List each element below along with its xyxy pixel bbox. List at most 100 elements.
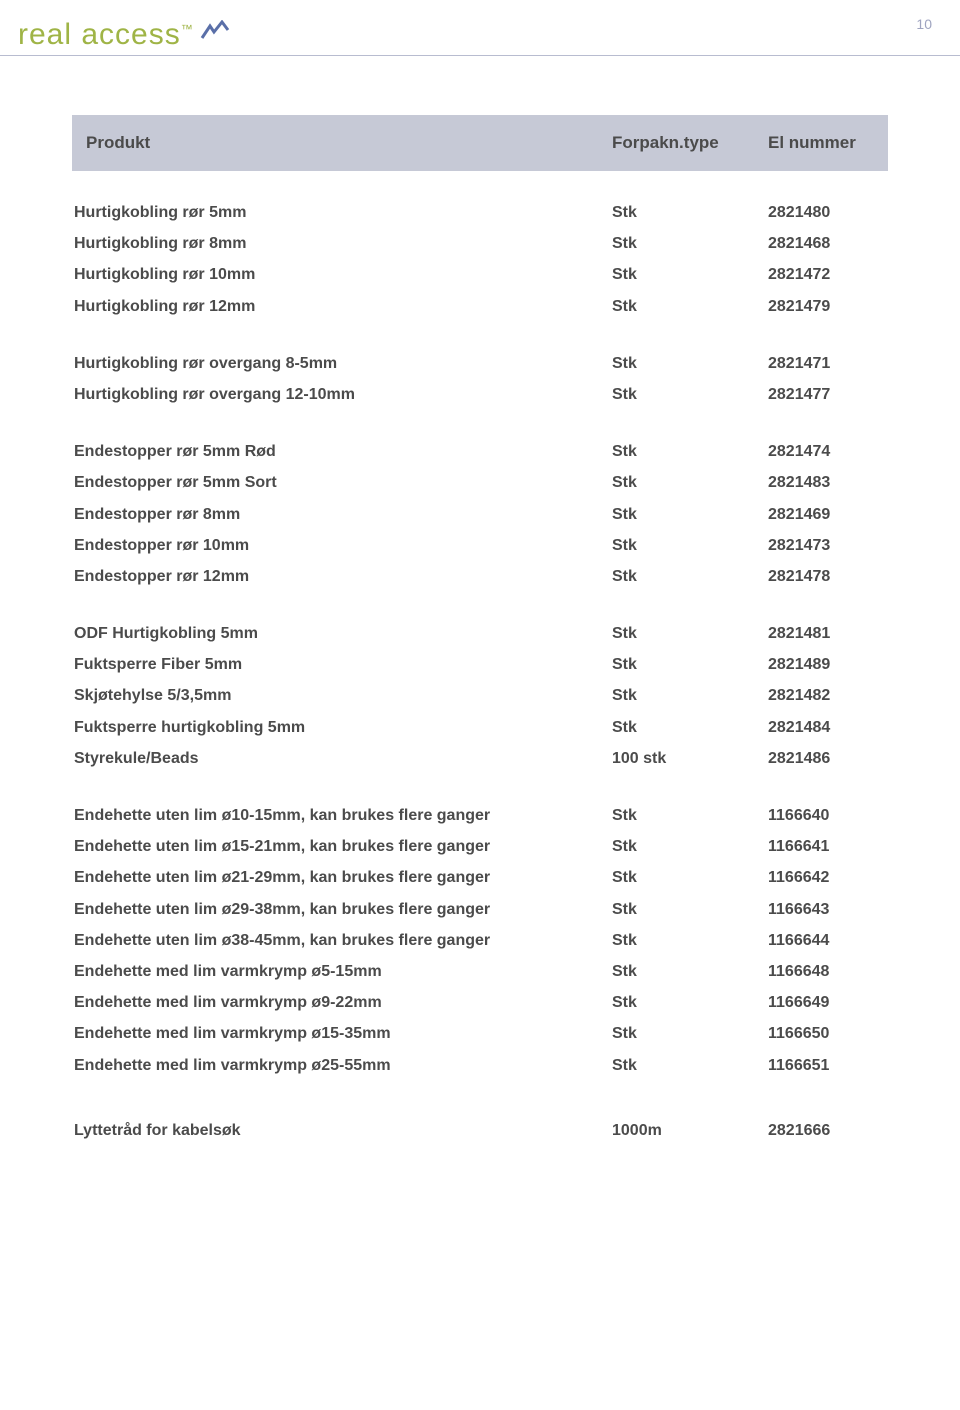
cell-number: 1166648: [768, 956, 888, 987]
section: ODF Hurtigkobling 5mmStk2821481Fuktsperr…: [72, 618, 888, 774]
cell-product: Hurtigkobling rør overgang 8-5mm: [72, 348, 612, 379]
logo-word: real access: [18, 18, 181, 51]
table-row: Fuktsperre hurtigkobling 5mmStk2821484: [72, 712, 888, 743]
cell-product: Endestopper rør 5mm Rød: [72, 436, 612, 467]
cell-type: Stk: [612, 530, 768, 561]
table-row: Hurtigkobling rør overgang 12-10mmStk282…: [72, 379, 888, 410]
cell-product: Hurtigkobling rør 8mm: [72, 228, 612, 259]
cell-number: 2821486: [768, 743, 888, 774]
table-row: Endehette uten lim ø21-29mm, kan brukes …: [72, 862, 888, 893]
header-produkt: Produkt: [72, 133, 612, 153]
cell-product: Endestopper rør 8mm: [72, 499, 612, 530]
cell-type: Stk: [612, 925, 768, 956]
table-row: Endestopper rør 12mmStk2821478: [72, 561, 888, 592]
cell-type: 100 stk: [612, 743, 768, 774]
cell-number: 2821484: [768, 712, 888, 743]
cell-number: 2821481: [768, 618, 888, 649]
cell-type: Stk: [612, 291, 768, 322]
table-row: Endestopper rør 5mm SortStk2821483: [72, 467, 888, 498]
table-row: Skjøtehylse 5/3,5mmStk2821482: [72, 680, 888, 711]
logo-tm: ™: [181, 22, 194, 36]
cell-product: Endestopper rør 10mm: [72, 530, 612, 561]
table-row: Endehette uten lim ø15-21mm, kan brukes …: [72, 831, 888, 862]
cell-product: Endehette med lim varmkrymp ø25-55mm: [72, 1050, 612, 1081]
cell-product: Styrekule/Beads: [72, 743, 612, 774]
cell-type: Stk: [612, 680, 768, 711]
cell-type: Stk: [612, 1050, 768, 1081]
table-row: Endehette med lim varmkrymp ø15-35mmStk1…: [72, 1018, 888, 1049]
section: Hurtigkobling rør 5mmStk2821480Hurtigkob…: [72, 197, 888, 322]
cell-product: Endehette med lim varmkrymp ø15-35mm: [72, 1018, 612, 1049]
cell-product: Endehette uten lim ø10-15mm, kan brukes …: [72, 800, 612, 831]
section: Hurtigkobling rør overgang 8-5mmStk28214…: [72, 348, 888, 410]
footer-section: Lyttetråd for kabelsøk 1000m 2821666: [72, 1115, 888, 1146]
cell-type: Stk: [612, 379, 768, 410]
table-row: Hurtigkobling rør 10mmStk2821472: [72, 259, 888, 290]
cell-type: Stk: [612, 618, 768, 649]
cell-type: Stk: [612, 1018, 768, 1049]
section: Endestopper rør 5mm RødStk2821474Endesto…: [72, 436, 888, 592]
cell-number: 2821473: [768, 530, 888, 561]
table-row: Endehette med lim varmkrymp ø25-55mmStk1…: [72, 1050, 888, 1081]
cell-type: Stk: [612, 228, 768, 259]
table-row: Endehette med lim varmkrymp ø5-15mmStk11…: [72, 956, 888, 987]
cell-type: Stk: [612, 348, 768, 379]
cell-type: Stk: [612, 499, 768, 530]
cell-number: 2821489: [768, 649, 888, 680]
table-row: Endestopper rør 5mm RødStk2821474: [72, 436, 888, 467]
cell-number: 2821480: [768, 197, 888, 228]
cell-number: 1166640: [768, 800, 888, 831]
cell-product: Endehette uten lim ø21-29mm, kan brukes …: [72, 862, 612, 893]
cell-product: Endehette uten lim ø29-38mm, kan brukes …: [72, 894, 612, 925]
cell-type: Stk: [612, 197, 768, 228]
cell-number: 1166650: [768, 1018, 888, 1049]
cell-product: Lyttetråd for kabelsøk: [72, 1115, 612, 1146]
table-row: Styrekule/Beads100 stk2821486: [72, 743, 888, 774]
logo-mark-icon: [200, 20, 230, 42]
table-row: Endehette uten lim ø38-45mm, kan brukes …: [72, 925, 888, 956]
cell-product: Hurtigkobling rør 12mm: [72, 291, 612, 322]
header-rule: [0, 55, 960, 56]
table-header: Produkt Forpakn.type El nummer: [72, 115, 888, 171]
table-row: Endehette uten lim ø29-38mm, kan brukes …: [72, 894, 888, 925]
cell-number: 2821666: [768, 1115, 888, 1146]
cell-type: Stk: [612, 800, 768, 831]
cell-type: Stk: [612, 956, 768, 987]
cell-type: Stk: [612, 987, 768, 1018]
table-row: Hurtigkobling rør 12mmStk2821479: [72, 291, 888, 322]
cell-product: Skjøtehylse 5/3,5mm: [72, 680, 612, 711]
cell-type: Stk: [612, 259, 768, 290]
table-row: Hurtigkobling rør overgang 8-5mmStk28214…: [72, 348, 888, 379]
cell-number: 2821483: [768, 467, 888, 498]
cell-product: Fuktsperre Fiber 5mm: [72, 649, 612, 680]
logo: real access™: [18, 18, 230, 52]
cell-number: 2821471: [768, 348, 888, 379]
table-row: Hurtigkobling rør 5mmStk2821480: [72, 197, 888, 228]
cell-number: 2821472: [768, 259, 888, 290]
section: Endehette uten lim ø10-15mm, kan brukes …: [72, 800, 888, 1081]
table-row: Hurtigkobling rør 8mmStk2821468: [72, 228, 888, 259]
cell-product: Hurtigkobling rør 5mm: [72, 197, 612, 228]
table-row: Lyttetråd for kabelsøk 1000m 2821666: [72, 1115, 888, 1146]
cell-type: Stk: [612, 649, 768, 680]
cell-number: 1166651: [768, 1050, 888, 1081]
cell-number: 2821479: [768, 291, 888, 322]
cell-product: ODF Hurtigkobling 5mm: [72, 618, 612, 649]
cell-number: 1166641: [768, 831, 888, 862]
cell-product: Endestopper rør 12mm: [72, 561, 612, 592]
cell-number: 2821474: [768, 436, 888, 467]
table-row: Endehette uten lim ø10-15mm, kan brukes …: [72, 800, 888, 831]
cell-product: Endestopper rør 5mm Sort: [72, 467, 612, 498]
cell-product: Hurtigkobling rør 10mm: [72, 259, 612, 290]
cell-type: Stk: [612, 862, 768, 893]
table-row: ODF Hurtigkobling 5mmStk2821481: [72, 618, 888, 649]
table-row: Endestopper rør 10mmStk2821473: [72, 530, 888, 561]
cell-number: 2821468: [768, 228, 888, 259]
cell-number: 2821477: [768, 379, 888, 410]
cell-type: 1000m: [612, 1115, 768, 1146]
cell-product: Endehette med lim varmkrymp ø9-22mm: [72, 987, 612, 1018]
cell-type: Stk: [612, 894, 768, 925]
header-type: Forpakn.type: [612, 133, 768, 153]
cell-type: Stk: [612, 712, 768, 743]
cell-type: Stk: [612, 436, 768, 467]
